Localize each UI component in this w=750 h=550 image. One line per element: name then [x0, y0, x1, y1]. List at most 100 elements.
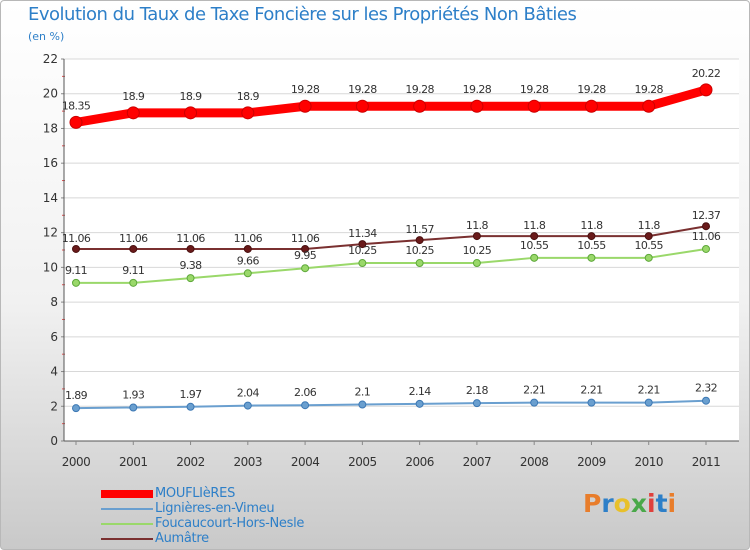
data-label: 12.37 [692, 209, 721, 222]
data-label: 19.28 [577, 83, 606, 96]
data-label: 19.28 [634, 83, 663, 96]
y-tick-label: 10 [43, 260, 58, 274]
data-point [243, 401, 252, 410]
data-point [184, 106, 198, 120]
data-label: 11.8 [580, 219, 603, 232]
logo-letter: t [655, 489, 668, 518]
legend-label: Lignières-en-Vimeu [155, 501, 275, 516]
data-point [472, 399, 481, 408]
data-point [69, 115, 83, 129]
data-point [702, 222, 710, 231]
data-label: 11.8 [466, 219, 489, 232]
data-label: 19.28 [348, 83, 377, 96]
series-line-2 [75, 399, 707, 410]
y-tick-label: 2 [50, 399, 58, 413]
data-label: 10.25 [405, 244, 434, 257]
data-label: 19.28 [463, 83, 492, 96]
y-tick-label: 16 [43, 156, 58, 170]
logo-letter: i [647, 489, 656, 518]
data-point [243, 269, 252, 278]
legend-swatch [101, 538, 153, 540]
data-label: 18.35 [62, 99, 91, 112]
data-point [301, 244, 310, 253]
x-tick-label: 2000 [62, 455, 91, 469]
data-point [472, 259, 481, 268]
chart-title: Evolution du Taux de Taxe Foncière sur l… [28, 4, 577, 25]
data-point [129, 403, 138, 412]
proxiti-logo: Proxiti [583, 489, 676, 518]
data-label: 11.06 [119, 232, 148, 245]
data-label: 10.25 [463, 244, 492, 257]
logo-letter: x [630, 489, 647, 518]
data-point [126, 106, 140, 120]
data-point [527, 99, 541, 113]
data-label: 18.9 [237, 90, 260, 103]
legend-swatch [101, 490, 153, 498]
x-tick-label: 2010 [634, 455, 663, 469]
data-label: 2.06 [294, 386, 317, 399]
legend-label: MOUFLIèRES [155, 486, 236, 501]
x-tick-label: 2008 [520, 455, 549, 469]
data-label: 9.95 [294, 249, 317, 262]
y-tick-label: 22 [43, 52, 58, 66]
data-label: 11.06 [176, 232, 205, 245]
data-label: 2.14 [409, 385, 432, 398]
data-point [186, 244, 195, 253]
data-point [413, 99, 427, 113]
data-point [301, 401, 310, 410]
legend-swatch [101, 508, 153, 510]
data-point [186, 274, 195, 283]
x-tick-label: 2006 [405, 455, 434, 469]
data-label: 9.11 [65, 264, 87, 277]
data-label: 2.04 [237, 387, 260, 400]
data-label: 2.21 [580, 384, 602, 397]
y-tick-label: 20 [43, 87, 58, 101]
data-label: 19.28 [291, 83, 320, 96]
y-tick-label: 0 [50, 434, 58, 448]
data-point [587, 253, 596, 262]
data-label: 11.06 [234, 232, 263, 245]
data-label: 2.21 [638, 384, 660, 397]
data-point [642, 99, 656, 113]
data-point [415, 399, 424, 408]
data-point [530, 232, 539, 241]
data-label: 19.28 [520, 83, 549, 96]
data-point [584, 99, 598, 113]
data-point [72, 278, 80, 287]
data-label: 1.89 [65, 389, 88, 402]
y-tick-label: 12 [43, 226, 58, 240]
data-label: 1.93 [122, 388, 145, 401]
data-label: 10.25 [348, 244, 377, 257]
plot-area [64, 59, 739, 441]
data-point [530, 398, 539, 407]
data-point [241, 106, 255, 120]
logo-letter: P [583, 489, 602, 518]
data-label: 11.06 [291, 232, 320, 245]
legend-swatch [101, 523, 153, 525]
data-point [301, 264, 310, 273]
legend-label: Foucaucourt-Hors-Nesle [155, 516, 305, 531]
data-label: 9.38 [179, 259, 202, 272]
data-point [358, 400, 367, 409]
legend-label: Aumâtre [155, 531, 209, 546]
data-point [470, 99, 484, 113]
data-point [243, 244, 252, 253]
data-label: 11.34 [348, 227, 377, 240]
data-point [644, 253, 653, 262]
data-label: 2.18 [466, 384, 489, 397]
x-tick-label: 2005 [348, 455, 377, 469]
chart-subtitle: (en %) [28, 30, 65, 43]
x-tick-label: 2001 [119, 455, 148, 469]
data-point [358, 259, 367, 268]
y-tick-label: 4 [50, 365, 58, 379]
data-label: 11.06 [62, 232, 91, 245]
data-label: 2.1 [355, 386, 371, 399]
series-line-3 [75, 247, 707, 284]
x-tick-label: 2009 [577, 455, 606, 469]
data-label: 11.8 [523, 219, 546, 232]
data-label: 18.9 [122, 90, 145, 103]
data-label: 2.32 [695, 382, 717, 395]
logo-letter: r [601, 489, 614, 518]
